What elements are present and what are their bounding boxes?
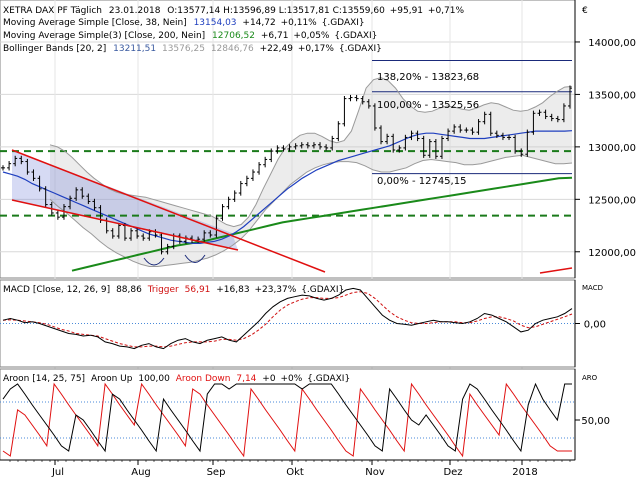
x-axis-label: 2018 <box>512 467 537 478</box>
ma38-legend: Moving Average Simple [Close, 38, Nein] … <box>3 18 365 28</box>
bollinger-lower-line <box>49 154 573 267</box>
legend-close: C:13559,60 <box>333 6 386 16</box>
aroon-panel: Aroon [14, 25, 75] Aroon Up 100,00 Aroon… <box>0 368 610 461</box>
legend-open: O:13577,14 <box>167 6 220 16</box>
macd-axis-label: 0,00 <box>584 320 606 331</box>
aroon-legend: Aroon [14, 25, 75] Aroon Up 100,00 Aroon… <box>3 374 350 384</box>
legend-change-pct: +0,71% <box>428 6 465 16</box>
fib-label-100: 100,00% - 13525,56 <box>377 100 479 111</box>
x-axis-label: Okt <box>286 467 304 478</box>
x-axis-label: Aug <box>131 467 151 478</box>
macd-line <box>2 287 573 350</box>
macd-axis-title: MACD <box>582 284 603 292</box>
aroon-up-line <box>2 382 572 453</box>
macd-legend: MACD [Close, 12, 26, 9] 88,86 Trigger 56… <box>3 285 344 295</box>
bottom-arc-marker <box>184 254 206 263</box>
channel-upper-line <box>11 149 326 273</box>
bollinger-upper-line <box>49 77 573 228</box>
channel-lower-line <box>11 199 239 251</box>
aroon-axis-label: 50,00 <box>581 416 610 427</box>
price-legend: XETRA DAX PF Täglich 23.01.2018 O:13577,… <box>3 6 464 16</box>
legend-low: L:13517,81 <box>279 6 330 16</box>
x-axis-label: Dez <box>443 467 462 478</box>
x-axis-label: Sep <box>207 467 226 478</box>
legend-date: 23.01.2018 <box>109 6 161 16</box>
bottom-arc-marker <box>143 257 165 266</box>
x-axis-label: Jul <box>51 467 64 478</box>
legend-high: H:13596,89 <box>223 6 276 16</box>
macd-panel-frame <box>0 279 576 368</box>
price-axis-label: 13000,00 <box>588 143 636 154</box>
aroon-down-line <box>2 382 572 458</box>
price-axis-label: 13500,00 <box>588 90 636 101</box>
ma38-line <box>2 130 573 244</box>
bollinger-band-fill <box>50 77 572 267</box>
price-axis-label: 14000,00 <box>588 38 636 49</box>
fib-label-138: 138,20% - 13823,68 <box>377 72 479 83</box>
x-axis-label: Nov <box>365 467 385 478</box>
ma200-legend: Moving Average Simple(3) [Close, 200, Ne… <box>3 31 377 41</box>
ma200-line <box>71 176 573 272</box>
aroon-axis-title: ARO <box>582 374 598 382</box>
x-axis: Jul Aug Sep Okt Nov Dez 2018 <box>0 459 575 478</box>
price-axis-label: 12500,00 <box>588 195 636 206</box>
legend-instrument: XETRA DAX PF Täglich <box>3 6 102 16</box>
macd-panel: MACD [Close, 12, 26, 9] 88,86 Trigger 56… <box>0 279 606 368</box>
legend-change: +95,91 <box>390 6 423 16</box>
fib-label-0: 0,00% - 12745,15 <box>377 176 466 187</box>
trend-channel-fill <box>12 150 238 250</box>
price-axis-label: 12000,00 <box>588 248 636 259</box>
macd-trigger-line <box>2 291 573 348</box>
bollinger-legend: Bollinger Bands [20, 2] 13211,51 13576,2… <box>3 44 382 54</box>
channel-lower-line <box>539 267 573 274</box>
currency-marker: € <box>582 6 588 16</box>
